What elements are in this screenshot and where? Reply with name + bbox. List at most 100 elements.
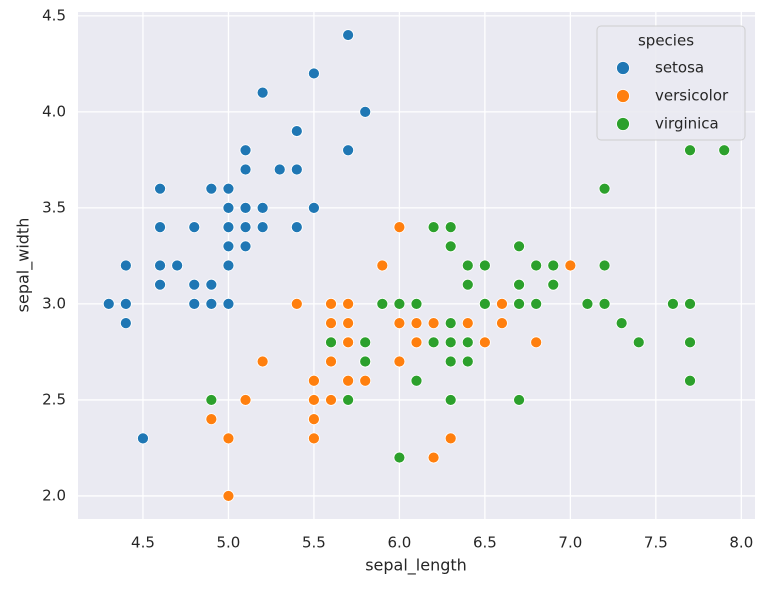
point: [308, 432, 320, 445]
point: [410, 336, 423, 349]
point: [342, 317, 355, 330]
point: [564, 259, 577, 272]
point: [410, 317, 423, 330]
point: [308, 413, 320, 426]
point: [359, 355, 372, 368]
point: [205, 298, 218, 310]
point: [325, 336, 337, 349]
point: [478, 336, 491, 349]
point: [256, 201, 269, 214]
point: [308, 374, 320, 387]
point: [530, 336, 543, 349]
x-tick-label: 7.5: [644, 534, 668, 552]
point: [461, 259, 474, 272]
point: [547, 278, 560, 291]
point: [410, 298, 423, 310]
point: [461, 278, 474, 291]
point: [632, 336, 645, 349]
y-axis-label: sepal_width: [14, 218, 34, 313]
point: [359, 105, 372, 118]
point: [222, 432, 235, 445]
point: [359, 336, 372, 349]
legend-marker: [616, 61, 630, 75]
x-axis-label: sepal_length: [365, 556, 467, 576]
point: [119, 259, 132, 272]
point: [427, 451, 440, 464]
point: [530, 298, 543, 310]
point: [461, 317, 474, 330]
point: [444, 317, 457, 330]
point: [393, 317, 406, 330]
point: [222, 240, 235, 253]
point: [342, 144, 355, 157]
legend-title: species: [638, 32, 694, 50]
point: [547, 259, 560, 272]
point: [684, 336, 696, 349]
y-tick-label: 2.0: [42, 486, 66, 504]
point: [684, 144, 696, 157]
point: [444, 394, 457, 406]
point: [393, 355, 406, 368]
point: [478, 298, 491, 310]
legend-label: virginica: [655, 115, 719, 133]
point: [325, 355, 337, 368]
point: [102, 298, 115, 310]
y-tick-label: 3.0: [42, 294, 66, 312]
x-tick-label: 6.5: [473, 534, 497, 552]
x-tick-label: 8.0: [729, 534, 753, 552]
point: [359, 374, 372, 387]
point: [222, 221, 235, 233]
points: [102, 29, 731, 502]
point: [188, 278, 201, 291]
point: [393, 451, 406, 464]
point: [205, 413, 218, 426]
point: [496, 298, 508, 310]
point: [239, 221, 252, 233]
y-tick-label: 3.5: [42, 198, 66, 216]
point: [308, 67, 320, 80]
point: [290, 163, 303, 176]
point: [718, 144, 731, 157]
point: [513, 278, 525, 291]
point: [239, 144, 252, 157]
point: [222, 490, 235, 502]
point: [427, 221, 440, 233]
legend-label: setosa: [655, 59, 704, 77]
point: [256, 86, 269, 99]
point: [325, 298, 337, 310]
point: [154, 221, 166, 233]
point: [393, 298, 406, 310]
point: [290, 221, 303, 233]
point: [154, 259, 166, 272]
x-tick-label: 5.5: [302, 534, 326, 552]
x-tick-label: 5.0: [217, 534, 241, 552]
point: [256, 355, 269, 368]
point: [513, 298, 525, 310]
point: [308, 201, 320, 214]
legend: species setosa versicolor virginica: [596, 25, 746, 141]
point: [325, 317, 337, 330]
point: [444, 221, 457, 233]
point: [342, 29, 355, 41]
point: [239, 201, 252, 214]
point: [513, 394, 525, 406]
point: [205, 394, 218, 406]
point: [222, 259, 235, 272]
point: [137, 432, 149, 445]
y-tick-label: 4.0: [42, 102, 66, 120]
x-tick-label: 4.5: [131, 534, 155, 552]
point: [239, 163, 252, 176]
point: [444, 240, 457, 253]
point: [427, 317, 440, 330]
point: [393, 221, 406, 233]
point: [598, 182, 611, 195]
point: [513, 240, 525, 253]
point: [478, 259, 491, 272]
point: [119, 317, 132, 330]
point: [684, 374, 696, 387]
point: [530, 259, 543, 272]
point: [239, 240, 252, 253]
x-tick-label: 7.0: [558, 534, 582, 552]
